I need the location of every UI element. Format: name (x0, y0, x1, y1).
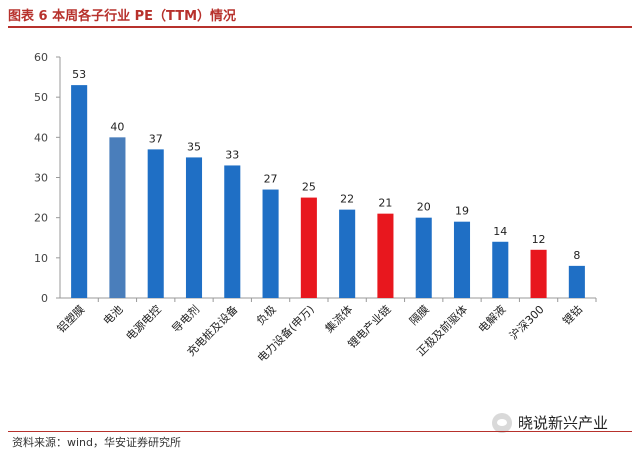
x-tick-label: 电解液 (475, 302, 508, 335)
data-label: 12 (532, 233, 546, 246)
data-label: 27 (264, 173, 278, 186)
y-tick-label: 10 (34, 252, 48, 265)
bar (147, 149, 164, 298)
x-tick-label: 铝塑膜 (54, 302, 87, 335)
x-tick-label: 电源电控 (123, 302, 164, 343)
data-label: 21 (378, 197, 392, 210)
y-tick-label: 30 (34, 172, 48, 185)
bar (530, 249, 547, 298)
bar (185, 157, 203, 298)
bar (415, 217, 432, 298)
data-label: 33 (225, 148, 239, 161)
bar (339, 209, 356, 298)
bar (224, 165, 241, 298)
y-tick-label: 60 (34, 51, 48, 64)
bar (377, 213, 394, 298)
x-tick-label: 隔膜 (407, 303, 432, 328)
watermark-text: 晓说新兴产业 (518, 414, 609, 432)
x-tick-label: 锂钴 (560, 302, 585, 327)
y-tick-label: 40 (34, 131, 48, 144)
x-tick-label: 电池 (101, 303, 126, 328)
data-label: 53 (72, 68, 86, 81)
x-tick-label: 集流体 (322, 302, 355, 335)
source-note: 资料来源：wind，华安证券研究所 (12, 436, 182, 449)
x-tick-label: 沪深300 (506, 302, 546, 342)
chart-bars (71, 85, 585, 298)
watermark: 晓说新兴产业 (492, 412, 608, 433)
x-tick-label: 负极 (253, 302, 278, 327)
data-label: 14 (493, 225, 507, 238)
bar (492, 241, 509, 298)
wechat-icon (492, 412, 512, 433)
y-tick-label: 50 (34, 91, 48, 104)
y-tick-label: 20 (34, 212, 48, 225)
bar (262, 189, 279, 298)
x-tick-label: 导电剂 (169, 302, 202, 335)
bar (568, 265, 585, 298)
bar (300, 197, 317, 298)
bar (109, 137, 126, 298)
footer-divider (8, 431, 632, 432)
data-label: 20 (417, 201, 431, 214)
data-label: 37 (149, 132, 163, 145)
chart-title: 图表 6 本周各子行业 PE（TTM）情况 (8, 9, 237, 24)
data-label: 35 (187, 140, 201, 153)
data-label: 25 (302, 181, 316, 194)
data-label: 40 (110, 120, 124, 133)
y-tick-label: 0 (41, 292, 48, 305)
chart-labels: 53铝塑膜40电池37电源电控35导电剂33充电桩及设备27负极25电力设备(申… (54, 68, 585, 365)
bar (453, 221, 471, 298)
title-bar: 图表 6 本周各子行业 PE（TTM）情况 (8, 2, 632, 28)
data-label: 22 (340, 193, 354, 206)
data-label: 19 (455, 205, 469, 218)
bar (71, 85, 88, 298)
data-label: 8 (573, 249, 580, 262)
